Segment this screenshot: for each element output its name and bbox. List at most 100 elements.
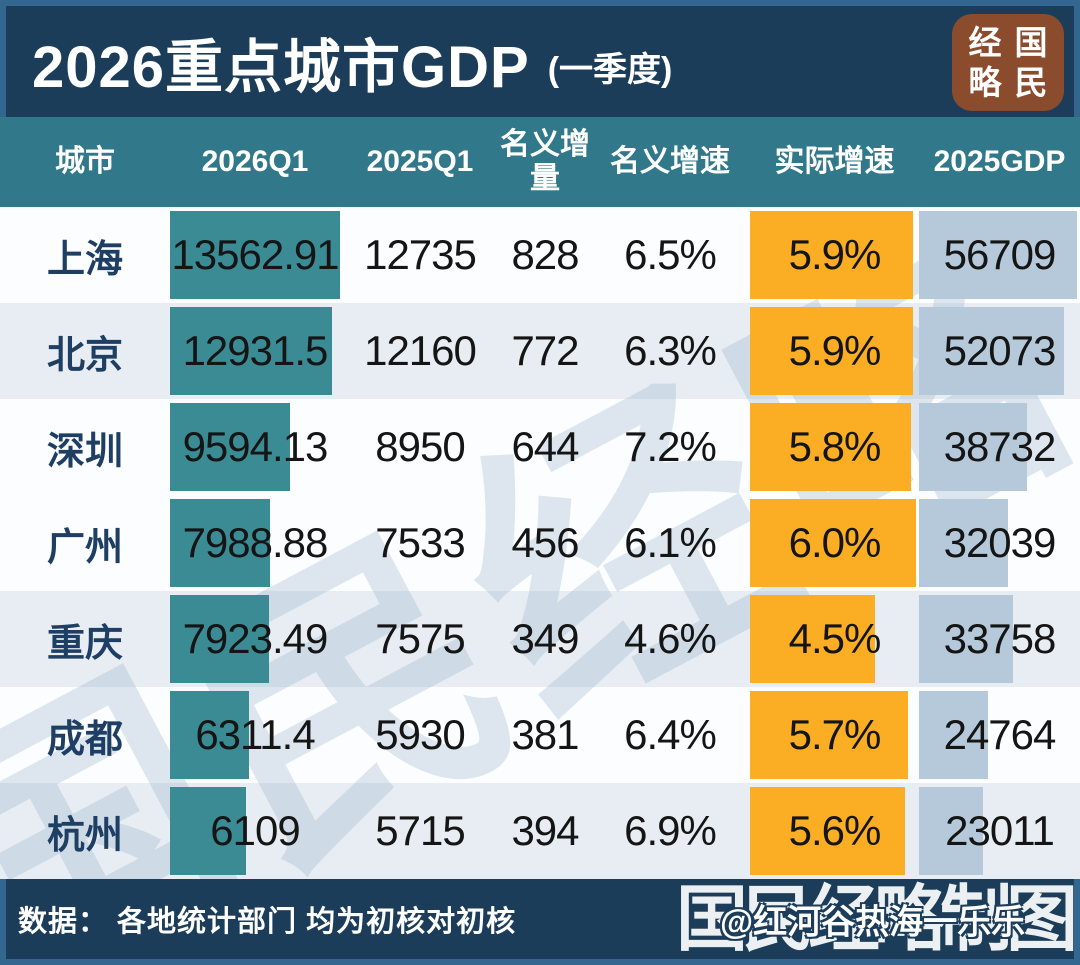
cell-real-growth: 4.5% [750, 591, 919, 687]
page-title: 2026重点城市GDP [32, 34, 530, 100]
cell-nominal-growth: 6.9% [590, 783, 750, 879]
gdp-2025q1-value: 5930 [375, 711, 465, 758]
cell-gdp-2026q1: 12931.5 [170, 303, 340, 399]
gdp-2025-value: 32039 [943, 519, 1057, 566]
header-banner: 2026重点城市GDP (一季度) 经 国 略 民 [0, 0, 1080, 117]
gdp-2025-bar [919, 691, 988, 779]
cell-nominal-growth: 6.1% [590, 495, 750, 591]
gdp-2026q1-bar [170, 787, 246, 875]
table-body: 国民经略 上海 13562.91 12735 828 6.5% 5.9% 567… [0, 174, 1080, 965]
cell-gdp-2025: 38732 [919, 399, 1080, 495]
city-name: 广州 [46, 526, 123, 569]
column-header-2025gdp: 2025GDP [933, 144, 1066, 178]
gdp-2026q1-bar [170, 691, 249, 779]
cell-nominal-increase: 349 [500, 591, 590, 687]
cell-gdp-2025: 32039 [919, 495, 1080, 591]
cell-nominal-increase: 394 [500, 783, 590, 879]
column-header-2026q1: 2026Q1 [201, 144, 309, 178]
gdp-2025q1-value: 12160 [364, 327, 477, 374]
gdp-2025-bar [919, 499, 1008, 587]
cell-gdp-2026q1: 6311.4 [170, 687, 340, 783]
gdp-2025-bar [919, 211, 1077, 299]
cell-city: 深圳 [0, 399, 170, 495]
gdp-2026q1-value: 9594.13 [182, 423, 329, 470]
column-header-2025q1: 2025Q1 [366, 144, 474, 178]
gdp-2025q1-value: 7533 [375, 519, 465, 566]
city-name: 深圳 [46, 430, 123, 473]
gdp-2026q1-value: 13562.91 [171, 231, 339, 278]
nominal-increase-value: 394 [511, 807, 579, 854]
table-row: 重庆 7923.49 7575 349 4.6% 4.5% 33758 [0, 591, 1080, 687]
cell-nominal-increase: 381 [500, 687, 590, 783]
brand-seal-logo: 经 国 略 民 [952, 14, 1064, 111]
real-growth-bar [750, 595, 875, 683]
cell-gdp-2026q1: 7988.88 [170, 495, 340, 591]
cell-city: 成都 [0, 687, 170, 783]
seal-char: 民 [1014, 63, 1048, 103]
column-header-nominal-increase: 名义增量 [500, 127, 590, 196]
gdp-2025q1-value: 5715 [375, 807, 465, 854]
page-subtitle: (一季度) [547, 51, 673, 89]
cell-gdp-2025q1: 7533 [340, 495, 500, 591]
table-row: 成都 6311.4 5930 381 6.4% 5.7% 24764 [0, 687, 1080, 783]
table-row: 广州 7988.88 7533 456 6.1% 6.0% 32039 [0, 495, 1080, 591]
gdp-2026q1-value: 7988.88 [182, 519, 329, 566]
cell-gdp-2026q1: 6109 [170, 783, 340, 879]
gdp-2026q1-value: 6311.4 [195, 711, 315, 758]
cell-nominal-increase: 772 [500, 303, 590, 399]
cell-gdp-2025q1: 7575 [340, 591, 500, 687]
nominal-growth-value: 4.6% [624, 615, 717, 662]
cell-nominal-increase: 456 [500, 495, 590, 591]
gdp-2026q1-bar [170, 211, 340, 299]
real-growth-bar [750, 403, 911, 491]
cell-gdp-2025: 24764 [919, 687, 1080, 783]
cell-city: 杭州 [0, 783, 170, 879]
cell-gdp-2025q1: 12160 [340, 303, 500, 399]
cell-gdp-2025: 33758 [919, 591, 1080, 687]
cell-city: 广州 [0, 495, 170, 591]
nominal-growth-value: 6.1% [624, 519, 717, 566]
gdp-2025-value: 23011 [945, 807, 1055, 854]
gdp-2026q1-value: 7923.49 [182, 615, 329, 662]
gdp-2026q1-value: 12931.5 [182, 327, 329, 374]
nominal-increase-value: 772 [511, 327, 579, 374]
data-source-note: 数据： 各地统计部门 均为初核对初核 [18, 906, 517, 938]
nominal-growth-value: 6.4% [624, 711, 717, 758]
real-growth-value: 6.0% [788, 519, 882, 566]
cell-gdp-2025: 52073 [919, 303, 1080, 399]
real-growth-bar [750, 211, 913, 299]
city-name: 上海 [46, 238, 123, 281]
gdp-2025-value: 52073 [943, 327, 1057, 374]
cell-nominal-growth: 6.3% [590, 303, 750, 399]
cell-nominal-growth: 7.2% [590, 399, 750, 495]
gdp-2026q1-value: 6109 [210, 807, 300, 854]
cell-gdp-2025q1: 8950 [340, 399, 500, 495]
real-growth-bar [750, 499, 916, 587]
cell-gdp-2025q1: 12735 [340, 207, 500, 303]
cell-gdp-2026q1: 13562.91 [170, 207, 340, 303]
nominal-growth-value: 6.3% [624, 327, 717, 374]
seal-char: 略 [968, 63, 1002, 103]
city-name: 重庆 [46, 622, 123, 665]
cell-gdp-2026q1: 7923.49 [170, 591, 340, 687]
gdp-2025-value: 38732 [943, 423, 1057, 470]
city-name: 成都 [46, 718, 123, 761]
gdp-2026q1-bar [170, 403, 290, 491]
cell-nominal-increase: 644 [500, 399, 590, 495]
real-growth-bar [750, 307, 913, 395]
city-name: 杭州 [46, 814, 123, 857]
column-header-city: 城市 [55, 144, 115, 178]
seal-char: 经 [968, 22, 1002, 62]
table-header-row: 城市 2026Q1 2025Q1 名义增量 名义增速 实际增速 2025GDP [0, 117, 1080, 207]
real-growth-value: 4.5% [788, 615, 882, 662]
gdp-2025-bar [919, 307, 1064, 395]
nominal-growth-value: 7.2% [624, 423, 717, 470]
real-growth-value: 5.7% [788, 711, 882, 758]
gdp-2025-value: 56709 [943, 231, 1057, 278]
cell-gdp-2025: 23011 [919, 783, 1080, 879]
table-row: 上海 13562.91 12735 828 6.5% 5.9% 56709 [0, 207, 1080, 303]
city-name: 北京 [46, 334, 123, 377]
gdp-2026q1-bar [170, 499, 270, 587]
gdp-2025-value: 33758 [943, 615, 1057, 662]
cell-city: 重庆 [0, 591, 170, 687]
